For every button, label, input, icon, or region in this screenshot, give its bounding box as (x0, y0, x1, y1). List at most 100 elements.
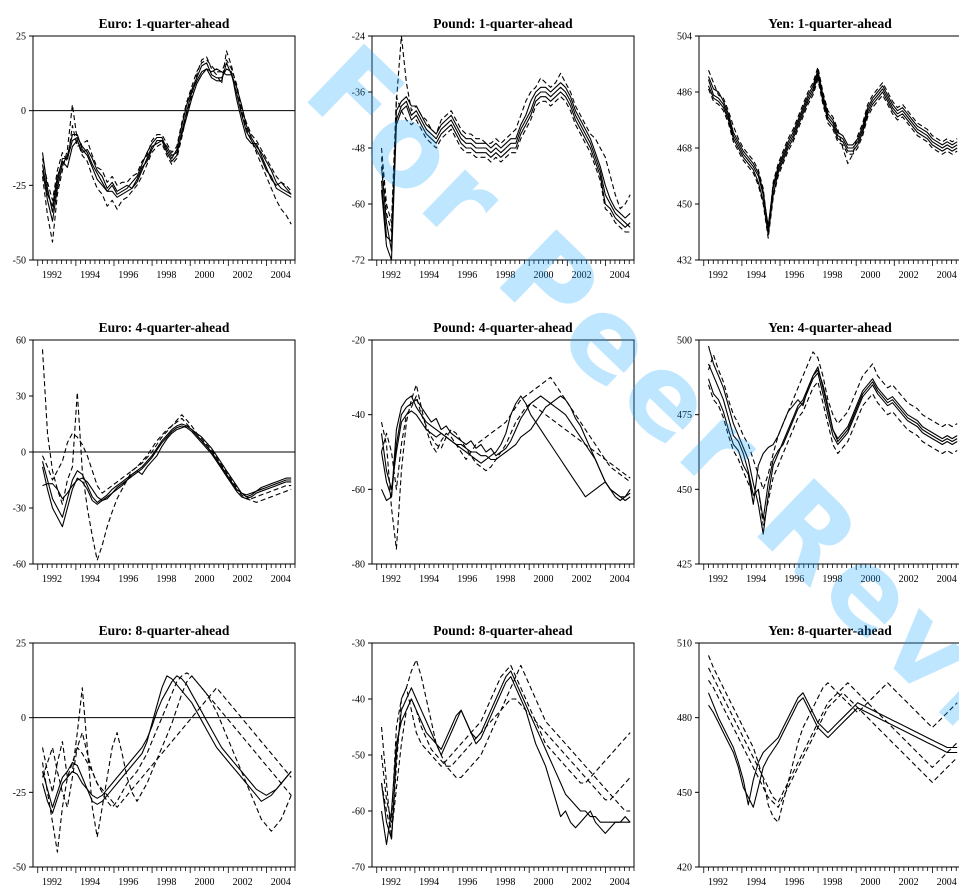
x-tick-label: 2002 (233, 574, 253, 585)
x-tick-label: 1998 (156, 877, 176, 888)
solid-series-line (707, 369, 958, 505)
plot-frame (698, 642, 959, 868)
y-tick-label: -30 (13, 504, 26, 515)
dashed-series-line (41, 349, 292, 561)
x-tick-label: 2002 (233, 270, 253, 281)
y-tick-label: 25 (16, 639, 26, 650)
x-tick-label: 2000 (533, 574, 553, 585)
x-tick-label: 1994 (746, 574, 766, 585)
x-tick-label: 1994 (80, 270, 100, 281)
y-tick-label: 475 (677, 410, 692, 421)
x-tick-label: 1992 (381, 270, 401, 281)
solid-series-line (707, 72, 958, 227)
solid-series-line (708, 697, 958, 808)
x-tick-label: 1996 (784, 574, 804, 585)
y-tick-label: -60 (352, 200, 365, 211)
x-tick-label: 2000 (533, 270, 553, 281)
y-tick-label: -24 (352, 32, 365, 43)
y-tick-label: 480 (677, 713, 692, 724)
x-tick-label: 1992 (708, 574, 728, 585)
chart-title: Pound: 4-quarter-ahead (433, 320, 573, 335)
y-tick-label: 0 (21, 713, 26, 724)
plot-frame (371, 642, 635, 868)
solid-series-line (41, 62, 292, 213)
dashed-series-line (380, 96, 631, 233)
x-tick-label: 1992 (42, 270, 62, 281)
chart-panel: Euro: 4-quarter-ahead 60 30 0 -30 -60 1992 1994… (13, 320, 296, 585)
x-tick-label: 1998 (822, 877, 842, 888)
x-tick-label: 1994 (80, 877, 100, 888)
x-tick-label: 1992 (381, 877, 401, 888)
y-tick-label: 450 (677, 485, 692, 496)
chart-title: Euro: 4-quarter-ahead (99, 320, 230, 335)
x-tick-label: 2000 (533, 877, 553, 888)
y-tick-label: -36 (352, 88, 365, 99)
x-tick-label: 2004 (610, 270, 630, 281)
x-tick-label: 2000 (194, 877, 214, 888)
solid-series-line (380, 670, 631, 846)
x-tick-label: 1996 (118, 877, 138, 888)
y-tick-label: 420 (677, 863, 692, 874)
x-tick-label: 1994 (419, 574, 439, 585)
dashed-series-line (707, 351, 958, 490)
y-tick-label: 450 (677, 788, 692, 799)
y-tick-label: -30 (352, 639, 365, 650)
y-tick-label: 60 (16, 336, 26, 347)
y-tick-label: 468 (677, 144, 692, 155)
x-tick-label: 2000 (860, 270, 880, 281)
solid-series-line (380, 91, 631, 261)
chart-title: Yen: 4-quarter-ahead (768, 320, 892, 335)
solid-series-line (41, 675, 292, 814)
chart-panel: Yen: 8-quarter-ahead 510 480 450 420 1992 1994… (677, 623, 959, 888)
x-tick-label: 1996 (784, 270, 804, 281)
dashed-series-line (707, 79, 958, 239)
solid-series-line (707, 75, 958, 236)
y-tick-label: 30 (16, 392, 26, 403)
chart-panel: Yen: 1-quarter-ahead 504 486 468 450 432 1992 1… (677, 16, 959, 281)
solid-series-line (41, 675, 292, 808)
y-tick-label: 450 (677, 200, 692, 211)
y-tick-label: -72 (352, 256, 365, 267)
x-tick-label: 2000 (860, 877, 880, 888)
solid-series-line (41, 423, 292, 518)
solid-series-line (380, 82, 631, 252)
x-tick-label: 1992 (42, 877, 62, 888)
chart-panel: Euro: 1-quarter-ahead 25 0 -25 -50 1992 1994 19… (13, 16, 296, 281)
dashed-series-line (380, 664, 631, 823)
x-tick-label: 1992 (381, 574, 401, 585)
y-tick-label: 504 (677, 32, 692, 43)
x-tick-label: 2000 (194, 574, 214, 585)
dashed-series-line (707, 381, 958, 526)
x-tick-label: 2004 (937, 877, 957, 888)
x-tick-label: 2002 (233, 877, 253, 888)
y-tick-label: -48 (352, 144, 365, 155)
solid-series-line (380, 86, 631, 242)
x-tick-label: 1998 (822, 270, 842, 281)
y-tick-label: 0 (21, 448, 26, 459)
x-tick-label: 1996 (457, 877, 477, 888)
x-tick-label: 2002 (572, 877, 592, 888)
x-tick-label: 2002 (899, 574, 919, 585)
y-tick-label: -40 (352, 695, 365, 706)
y-tick-label: 500 (677, 336, 692, 347)
y-tick-label: 425 (677, 560, 692, 571)
y-tick-label: -60 (352, 807, 365, 818)
dashed-series-line (380, 35, 631, 233)
x-tick-label: 1996 (118, 574, 138, 585)
x-tick-label: 1996 (784, 877, 804, 888)
dashed-series-line (41, 414, 292, 500)
x-tick-label: 1996 (457, 270, 477, 281)
x-tick-label: 1996 (457, 574, 477, 585)
plot-frame (32, 642, 296, 868)
chart-panel: Euro: 8-quarter-ahead 25 0 -25 -50 1992 1994 19… (13, 623, 296, 888)
chart-panel: Pound: 8-quarter-ahead -30 -40 -50 -60 -70 199… (352, 623, 635, 888)
x-tick-label: 2004 (610, 574, 630, 585)
chart-title: Pound: 8-quarter-ahead (433, 623, 573, 638)
dashed-series-line (380, 698, 631, 834)
y-tick-label: -40 (352, 410, 365, 421)
y-tick-label: -50 (13, 256, 26, 267)
y-tick-label: 25 (16, 32, 26, 43)
dashed-series-line (708, 667, 958, 803)
plot-frame (371, 339, 635, 565)
